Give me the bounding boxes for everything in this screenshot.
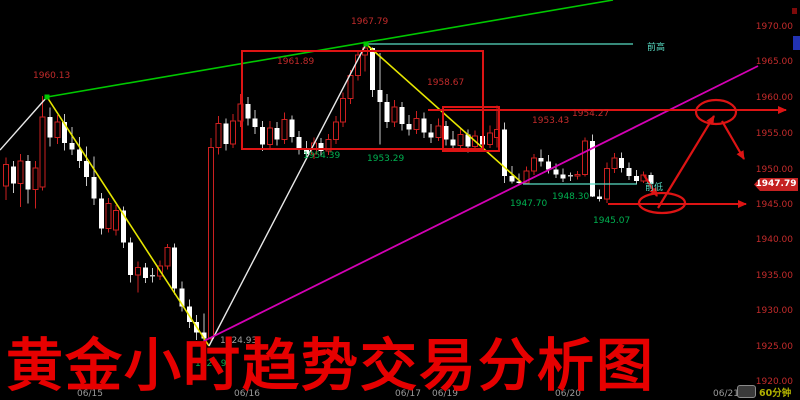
sell-projection: [721, 120, 745, 160]
price-annotation: 1924.93: [195, 359, 232, 369]
price-annotation: 1954.27: [572, 109, 609, 119]
date-axis-label: 06/15: [77, 389, 103, 399]
price-annotation: 1967.79: [351, 17, 388, 27]
white-zigzag-1: [0, 96, 48, 151]
magenta-support: [203, 65, 759, 342]
price-annotation: 1961.89: [277, 57, 314, 67]
price-annotation: 前高: [647, 41, 665, 53]
date-axis-label: 06/19: [432, 389, 458, 399]
sell-zone-ellipse: [694, 98, 738, 126]
date-axis-label: 06/16: [234, 389, 260, 399]
price-annotation: 1953.29: [367, 154, 404, 164]
consolidation-box-2: [442, 106, 500, 152]
price-annotation: 1945.07: [593, 216, 630, 226]
price-axis-label: 1925.00: [756, 342, 793, 352]
price-axis-label: 1950.00: [756, 165, 793, 175]
consolidation-box-1: [241, 50, 484, 150]
price-axis-label: 1935.00: [756, 271, 793, 281]
price-annotation: 前低: [645, 181, 663, 193]
white-zigzag-2: [208, 43, 367, 347]
yellow-down-1: [46, 96, 210, 347]
price-axis-label: 1965.00: [756, 57, 793, 67]
price-annotation: 1960.13: [33, 71, 70, 81]
price-annotation: 1954.39: [303, 151, 340, 161]
date-axis-label: 06/17: [395, 389, 421, 399]
price-annotation: 1953.43: [532, 116, 569, 126]
price-axis-label: 1940.00: [756, 235, 793, 245]
price-axis-label: 1955.00: [756, 129, 793, 139]
price-axis-label: 1930.00: [756, 306, 793, 316]
date-axis-label: 06/21: [713, 389, 739, 399]
price-axis-label: 1920.00: [756, 377, 793, 387]
right-edge-marker: [793, 36, 800, 50]
price-annotation: 1924.93: [220, 336, 257, 346]
annotation-labels: 1960.131967.791961.891958.671953.431954.…: [33, 17, 665, 369]
current-price-tag: 1947.79: [754, 178, 798, 191]
trendline-anchor-dot: [363, 41, 369, 47]
price-axis: 1970.00 1965.00 1960.00 1955.00 1950.00 1945.…: [756, 22, 793, 387]
price-axis-label: 1945.00: [756, 200, 793, 210]
green-trend: [46, 0, 614, 98]
time-axis: 06/15 06/16 06/17 06/19 06/20 06/21: [77, 389, 739, 399]
date-axis-label: 06/20: [555, 389, 581, 399]
price-annotation: 1948.30: [552, 192, 589, 202]
price-annotation: 1947.70: [510, 199, 547, 209]
price-axis-label: 1960.00: [756, 93, 793, 103]
logo-fragment: [792, 8, 797, 14]
buy-zone-ellipse: [637, 191, 687, 215]
price-annotation: 1958.67: [427, 78, 464, 88]
red-objects: [241, 50, 787, 215]
chart-panel-icon[interactable]: [737, 385, 756, 398]
trendline-anchor-dot: [44, 94, 50, 100]
price-axis-label: 1970.00: [756, 22, 793, 32]
timeframe-label: 60分钟: [759, 388, 792, 399]
